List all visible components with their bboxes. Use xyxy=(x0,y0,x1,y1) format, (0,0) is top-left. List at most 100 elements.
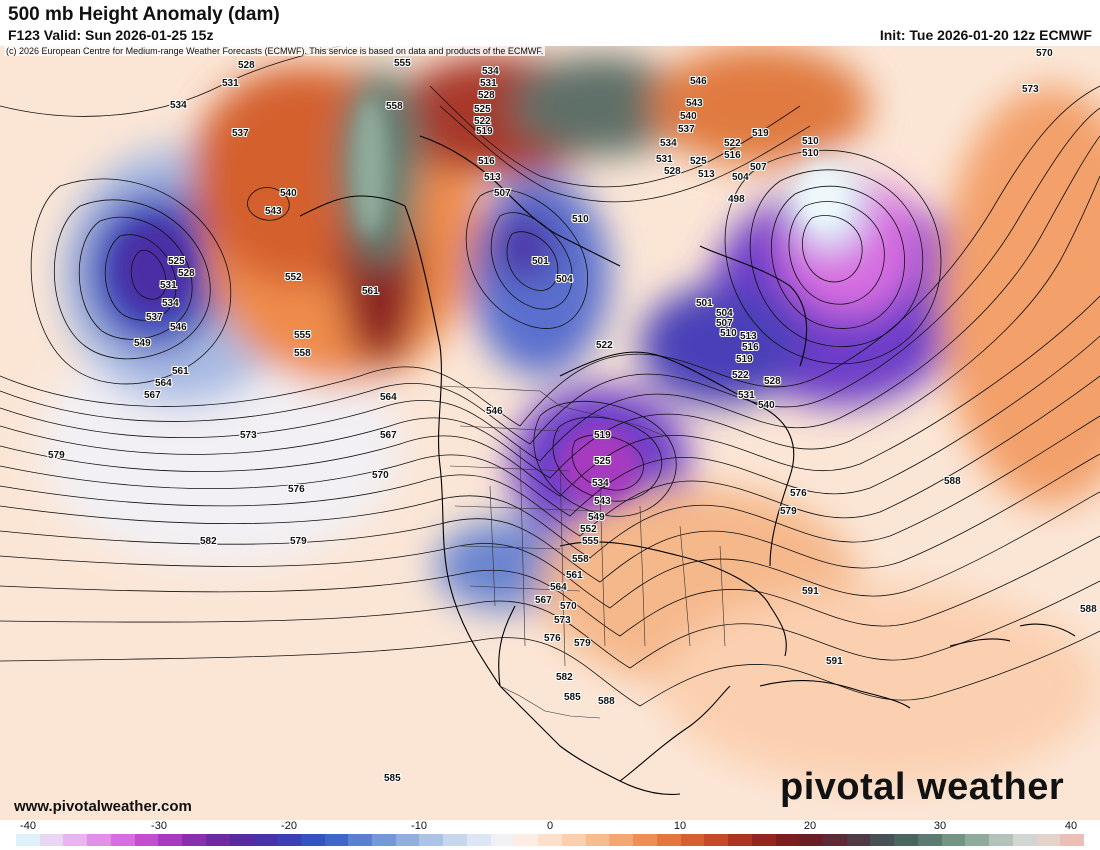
scale-swatch xyxy=(846,834,871,846)
contour-label: 519 xyxy=(736,354,753,365)
contour-label: 519 xyxy=(752,128,769,139)
map-panel: 528 531 534 537 540 543 525 528 531 534 … xyxy=(0,46,1100,820)
contour-label: 576 xyxy=(544,633,561,644)
website-link[interactable]: www.pivotalweather.com xyxy=(14,798,192,815)
anomaly-map: 528 531 534 537 540 543 525 528 531 534 … xyxy=(0,46,1100,820)
scale-swatch xyxy=(158,834,183,846)
scale-tick-label: -20 xyxy=(281,820,297,832)
contour-label: 585 xyxy=(384,773,401,784)
contour-label: 543 xyxy=(594,496,611,507)
contour-label: 546 xyxy=(690,76,707,87)
contour-label: 534 xyxy=(170,100,187,111)
scale-swatch xyxy=(775,834,800,846)
contour-label: 591 xyxy=(802,586,819,597)
contour-label: 582 xyxy=(200,536,217,547)
contour-label: 573 xyxy=(1022,84,1039,95)
contour-label: 582 xyxy=(556,672,573,683)
contour-label: 534 xyxy=(660,138,677,149)
contour-label: 510 xyxy=(802,148,819,159)
scale-swatch xyxy=(633,834,657,846)
contour-label: 549 xyxy=(134,338,151,349)
contour-label: 510 xyxy=(720,328,737,339)
contour-label: 519 xyxy=(594,430,611,441)
contour-label: 525 xyxy=(168,256,185,267)
scale-swatch xyxy=(751,834,776,846)
contour-label: 510 xyxy=(802,136,819,147)
scale-tick-label: -30 xyxy=(151,820,167,832)
scale-tick-label: -10 xyxy=(411,820,427,832)
scale-swatch xyxy=(348,834,373,846)
contour-label: 513 xyxy=(484,172,501,183)
scale-swatch xyxy=(490,834,515,846)
contour-label: 546 xyxy=(486,406,503,417)
contour-label: 552 xyxy=(285,272,302,283)
scale-tick-label: 10 xyxy=(673,820,687,832)
contour-label: 591 xyxy=(826,656,843,667)
contour-label: 534 xyxy=(592,478,609,489)
contour-label: 510 xyxy=(572,214,589,225)
contour-label: 504 xyxy=(556,274,573,285)
contour-label: 543 xyxy=(686,98,703,109)
contour-label: 579 xyxy=(780,506,797,517)
contour-label: 534 xyxy=(162,298,179,309)
scale-tick-label: -40 xyxy=(20,820,36,832)
scale-swatch xyxy=(538,834,562,846)
contour-label: 531 xyxy=(480,78,497,89)
contour-label: 558 xyxy=(386,101,403,112)
scale-swatch xyxy=(870,834,895,846)
contour-label: 561 xyxy=(172,366,189,377)
contour-label: 528 xyxy=(178,268,195,279)
contour-label: 522 xyxy=(724,138,741,149)
anomaly-field xyxy=(40,46,1100,786)
contour-label: 528 xyxy=(238,60,255,71)
contour-label: 579 xyxy=(574,638,591,649)
contour-label: 546 xyxy=(170,322,187,333)
contour-label: 531 xyxy=(222,78,239,89)
contour-label: 579 xyxy=(290,536,307,547)
scale-swatch xyxy=(229,834,254,846)
valid-time: F123 Valid: Sun 2026-01-25 15z xyxy=(8,27,214,43)
contour-label: 537 xyxy=(232,128,249,139)
contour-label: 531 xyxy=(656,154,673,165)
contour-label: 501 xyxy=(696,298,713,309)
contour-label: 549 xyxy=(588,512,605,523)
contour-label: 579 xyxy=(48,450,65,461)
scale-swatch xyxy=(585,834,610,846)
scale-swatch xyxy=(110,834,135,846)
contour-label: 564 xyxy=(155,378,172,389)
contour-label: 516 xyxy=(724,150,741,161)
scale-swatch xyxy=(1036,834,1061,846)
scale-swatch xyxy=(63,834,88,846)
brand-logo: pivotal weather xyxy=(780,766,1065,808)
contour-label: 585 xyxy=(564,692,581,703)
contour-label: 555 xyxy=(582,536,599,547)
contour-label: 528 xyxy=(764,376,781,387)
contour-label: 522 xyxy=(474,116,491,127)
contour-label: 561 xyxy=(362,286,379,297)
credit-line: (c) 2026 European Centre for Medium-rang… xyxy=(4,46,546,56)
contour-label: 507 xyxy=(494,188,511,199)
contour-label: 498 xyxy=(728,194,745,205)
color-scale-ticks: -40 -30 -20 -10 0 10 20 30 40 xyxy=(0,820,1100,834)
scale-swatch xyxy=(609,834,634,846)
color-scale-bar xyxy=(16,834,1085,846)
contour-label: 564 xyxy=(550,582,567,593)
scale-tick-label: 30 xyxy=(933,820,947,832)
scale-swatch xyxy=(965,834,990,846)
contour-label: 504 xyxy=(716,308,733,319)
scale-swatch xyxy=(87,834,111,846)
scale-tick-label: 40 xyxy=(1064,820,1078,832)
contour-label: 534 xyxy=(482,66,499,77)
contour-label: 513 xyxy=(740,331,757,342)
scale-swatch xyxy=(561,834,586,846)
contour-label: 570 xyxy=(1036,48,1053,59)
contour-label: 525 xyxy=(690,156,707,167)
scale-swatch xyxy=(300,834,325,846)
contour-label: 543 xyxy=(265,206,282,217)
scale-swatch xyxy=(989,834,1013,846)
scale-swatch xyxy=(443,834,467,846)
contour-label: 528 xyxy=(664,166,681,177)
contour-label: 525 xyxy=(594,456,611,467)
scale-swatch xyxy=(16,834,40,846)
scale-swatch xyxy=(324,834,349,846)
